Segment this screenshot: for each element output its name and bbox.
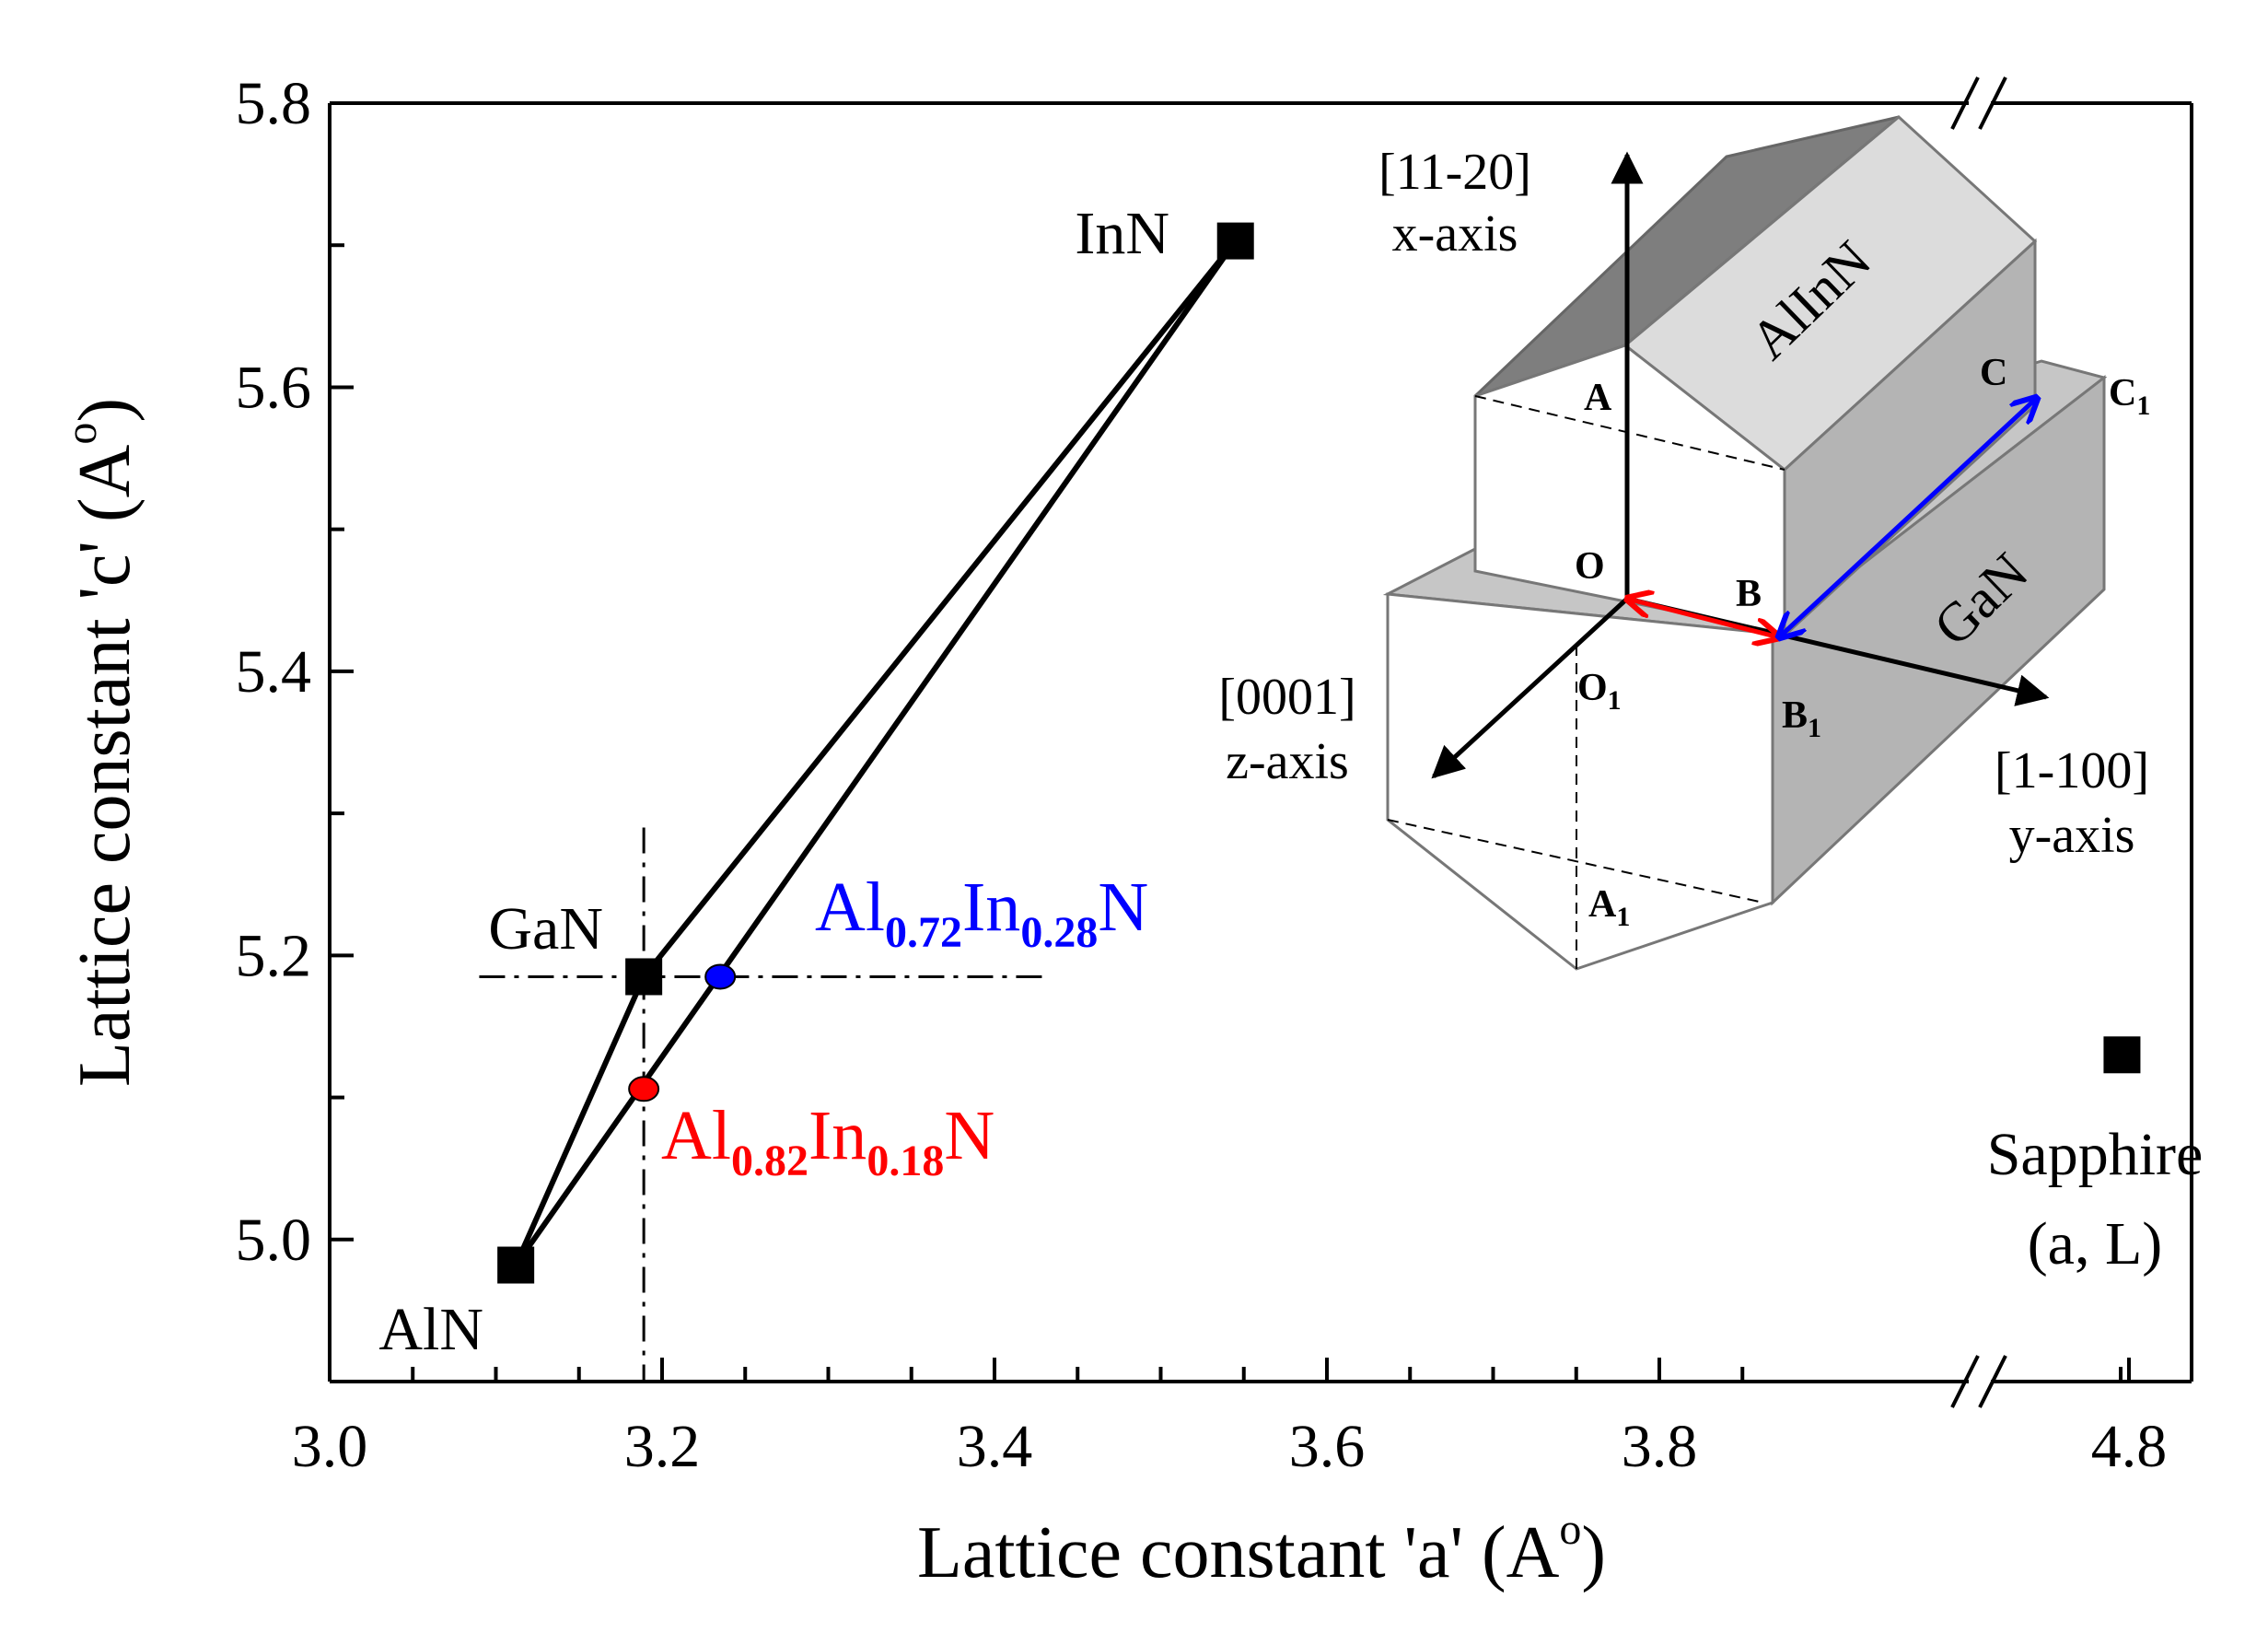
- break-mark-top-2: [1978, 76, 2007, 130]
- gan-bottom-dash: [1387, 819, 1764, 904]
- point-b-label: B: [1736, 573, 1762, 615]
- point-b1-label: B1: [1782, 694, 1821, 743]
- aln-gan-line: [513, 975, 646, 1266]
- x-tick-label: 4.8: [2091, 1413, 2168, 1480]
- y-axis-name-label: y-axis: [2009, 807, 2135, 864]
- break-mark-top-1: [1950, 76, 1980, 130]
- point-c-label: C: [1980, 352, 2007, 394]
- x-axis-title: Lattice constant 'a' (Ao): [917, 1505, 1606, 1593]
- inn-label: InN: [1075, 200, 1169, 267]
- guide-lines: [479, 827, 1045, 1382]
- axis-tick-labels: 3.0 3.2 3.4 3.6 3.8 4.8 5.0 5.2 5.4 5.6 5.8: [236, 70, 2168, 1480]
- alloy-red-marker: [628, 1076, 660, 1102]
- point-a-label: A: [1584, 377, 1612, 419]
- red-arrow: [1627, 599, 1779, 637]
- x-tick-label: 3.8: [1622, 1413, 1698, 1480]
- gan-label: GaN: [488, 895, 603, 962]
- x-tick-label: 3.2: [624, 1413, 701, 1480]
- inset-crystal-diagram: [11-20] x-axis [0001] z-axis [1-100] y-a…: [1218, 115, 2150, 971]
- aln-inn-line: [513, 239, 1239, 1267]
- point-c1-label: C1: [2109, 372, 2150, 421]
- y-axis-title: Lattice constant 'c' (Ao): [57, 398, 145, 1087]
- point-a1-label: A1: [1588, 883, 1630, 932]
- blue-arrow: [1779, 398, 2037, 637]
- inn-marker: [1216, 222, 1254, 260]
- gan-inn-line: [641, 239, 1239, 979]
- break-mark-bottom-2: [1978, 1355, 2007, 1408]
- x-tick-label: 3.0: [292, 1413, 368, 1480]
- plot-frame: [328, 76, 2193, 1408]
- triangle-lines: [513, 239, 1239, 1267]
- z-axis-name-label: z-axis: [1226, 733, 1349, 790]
- sapphire-label: Sapphire: [1987, 1121, 2204, 1188]
- data-markers: [497, 222, 2141, 1284]
- point-o1-label: O1: [1577, 667, 1622, 716]
- y-tick-label: 5.0: [236, 1207, 312, 1274]
- z-axis-arrow: [1431, 597, 1629, 779]
- x-axis-dir-label: [11-20]: [1378, 144, 1531, 201]
- y-tick-label: 5.2: [236, 922, 312, 989]
- alloy-blue-label: Al0.72In0.28N: [815, 869, 1148, 957]
- sapphire-marker: [2103, 1036, 2141, 1074]
- x-tick-label: 3.6: [1289, 1413, 1366, 1480]
- x-tick-label: 3.4: [957, 1413, 1033, 1480]
- y-axis-dir-label: [1-100]: [1995, 742, 2149, 799]
- x-axis-name-label: x-axis: [1392, 205, 1518, 262]
- gan-front-face: [1386, 592, 1774, 971]
- y-tick-label: 5.6: [236, 354, 312, 421]
- break-mark-bottom-1: [1950, 1355, 1980, 1408]
- aln-marker: [497, 1246, 535, 1284]
- point-o-label: O: [1575, 545, 1605, 588]
- alloy-red-label: Al0.82In0.18N: [661, 1097, 994, 1185]
- y-tick-label: 5.4: [236, 638, 312, 706]
- z-axis-dir-label: [0001]: [1218, 669, 1355, 726]
- alloy-blue-marker: [704, 963, 737, 990]
- y-tick-label: 5.8: [236, 70, 312, 137]
- gan-marker: [625, 958, 663, 996]
- sapphire-sublabel: (a, L): [2028, 1210, 2163, 1277]
- aln-label: AlN: [378, 1296, 483, 1363]
- axis-ticks: [328, 101, 2131, 1383]
- alinn-dash: [1474, 395, 1785, 471]
